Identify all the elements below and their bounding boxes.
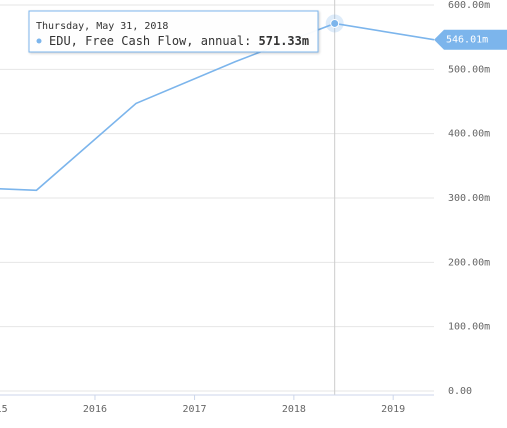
y-tick-label: 500.00m [448,64,490,75]
tooltip-box [28,10,319,53]
y-tick-label: 600.00m [448,0,490,11]
x-tick-label: 2016 [83,404,107,415]
tooltip-bullet [36,38,42,44]
x-tick-label: 2017 [183,404,207,415]
hover-point [330,18,340,28]
tooltip-label: EDU, Free Cash Flow, annual: [49,34,251,48]
y-tick-label: 0.00 [448,386,472,397]
y-tick-label: 400.00m [448,129,490,140]
tooltip-text: EDU, Free Cash Flow, annual: 571.33m [49,34,309,48]
x-tick-label: 2019 [381,404,405,415]
last-value-flag [434,29,507,50]
series-line [0,22,434,192]
y-tick-label: 100.00m [448,322,490,333]
tooltip-header: Thursday, May 31, 2018 [36,21,168,32]
y-tick-label: 300.00m [448,193,490,204]
x-tick-label: 2018 [282,404,306,415]
tooltip-value: 571.33m [259,34,310,48]
x-tick-label: 2015 [0,404,8,415]
tooltip: Thursday, May 31, 2018 EDU, Free Cash Fl… [28,10,319,53]
y-tick-label: 200.00m [448,257,490,268]
last-value-label: 546.01m [446,35,488,46]
